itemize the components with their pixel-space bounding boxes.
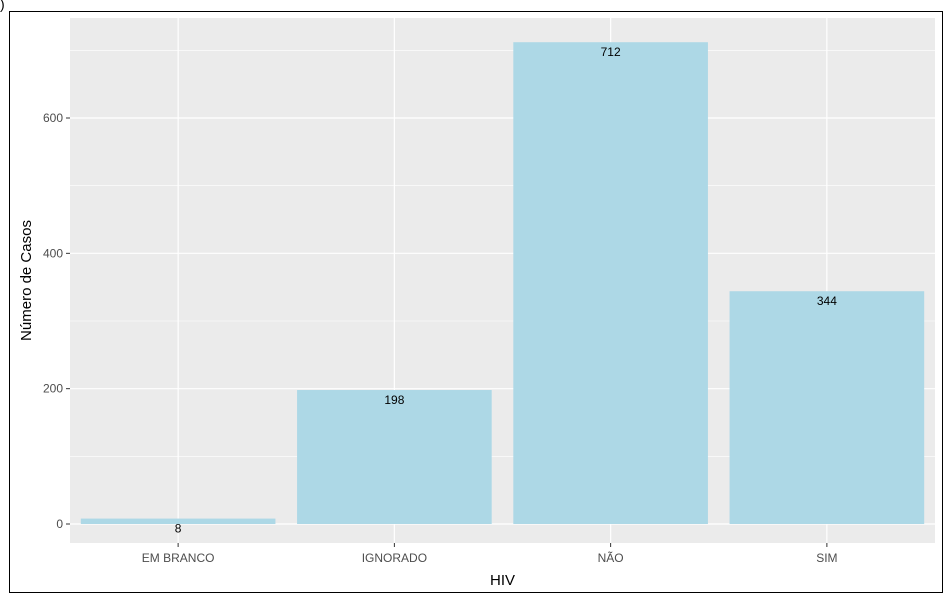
bar-ignorado [297,390,492,524]
data-label: 712 [601,45,621,59]
y-axis: 0 200 400 600 [43,111,70,531]
y-tick-label: 200 [43,382,63,396]
data-label: 344 [817,294,837,308]
x-tick-label: NÃO [598,551,624,565]
figure-frame [9,11,943,593]
x-tick-label: IGNORADO [362,551,427,565]
x-axis: EM BRANCO IGNORADO NÃO SIM [142,543,838,565]
bar-não [513,42,708,525]
corner-label: ) [0,0,5,12]
data-label: 198 [384,393,404,407]
y-axis-title: Número de Casos [18,220,35,341]
y-tick-label: 0 [56,517,63,531]
x-axis-title: HIV [490,572,515,589]
y-tick-label: 600 [43,111,63,125]
data-label: 8 [175,522,182,536]
bar-em-branco [80,518,276,524]
bars [80,42,925,525]
x-tick-label: EM BRANCO [142,551,215,565]
x-tick-label: SIM [816,551,837,565]
y-tick-label: 400 [43,246,63,260]
bar-sim [729,291,925,524]
data-labels: 8 198 712 344 [175,45,837,535]
